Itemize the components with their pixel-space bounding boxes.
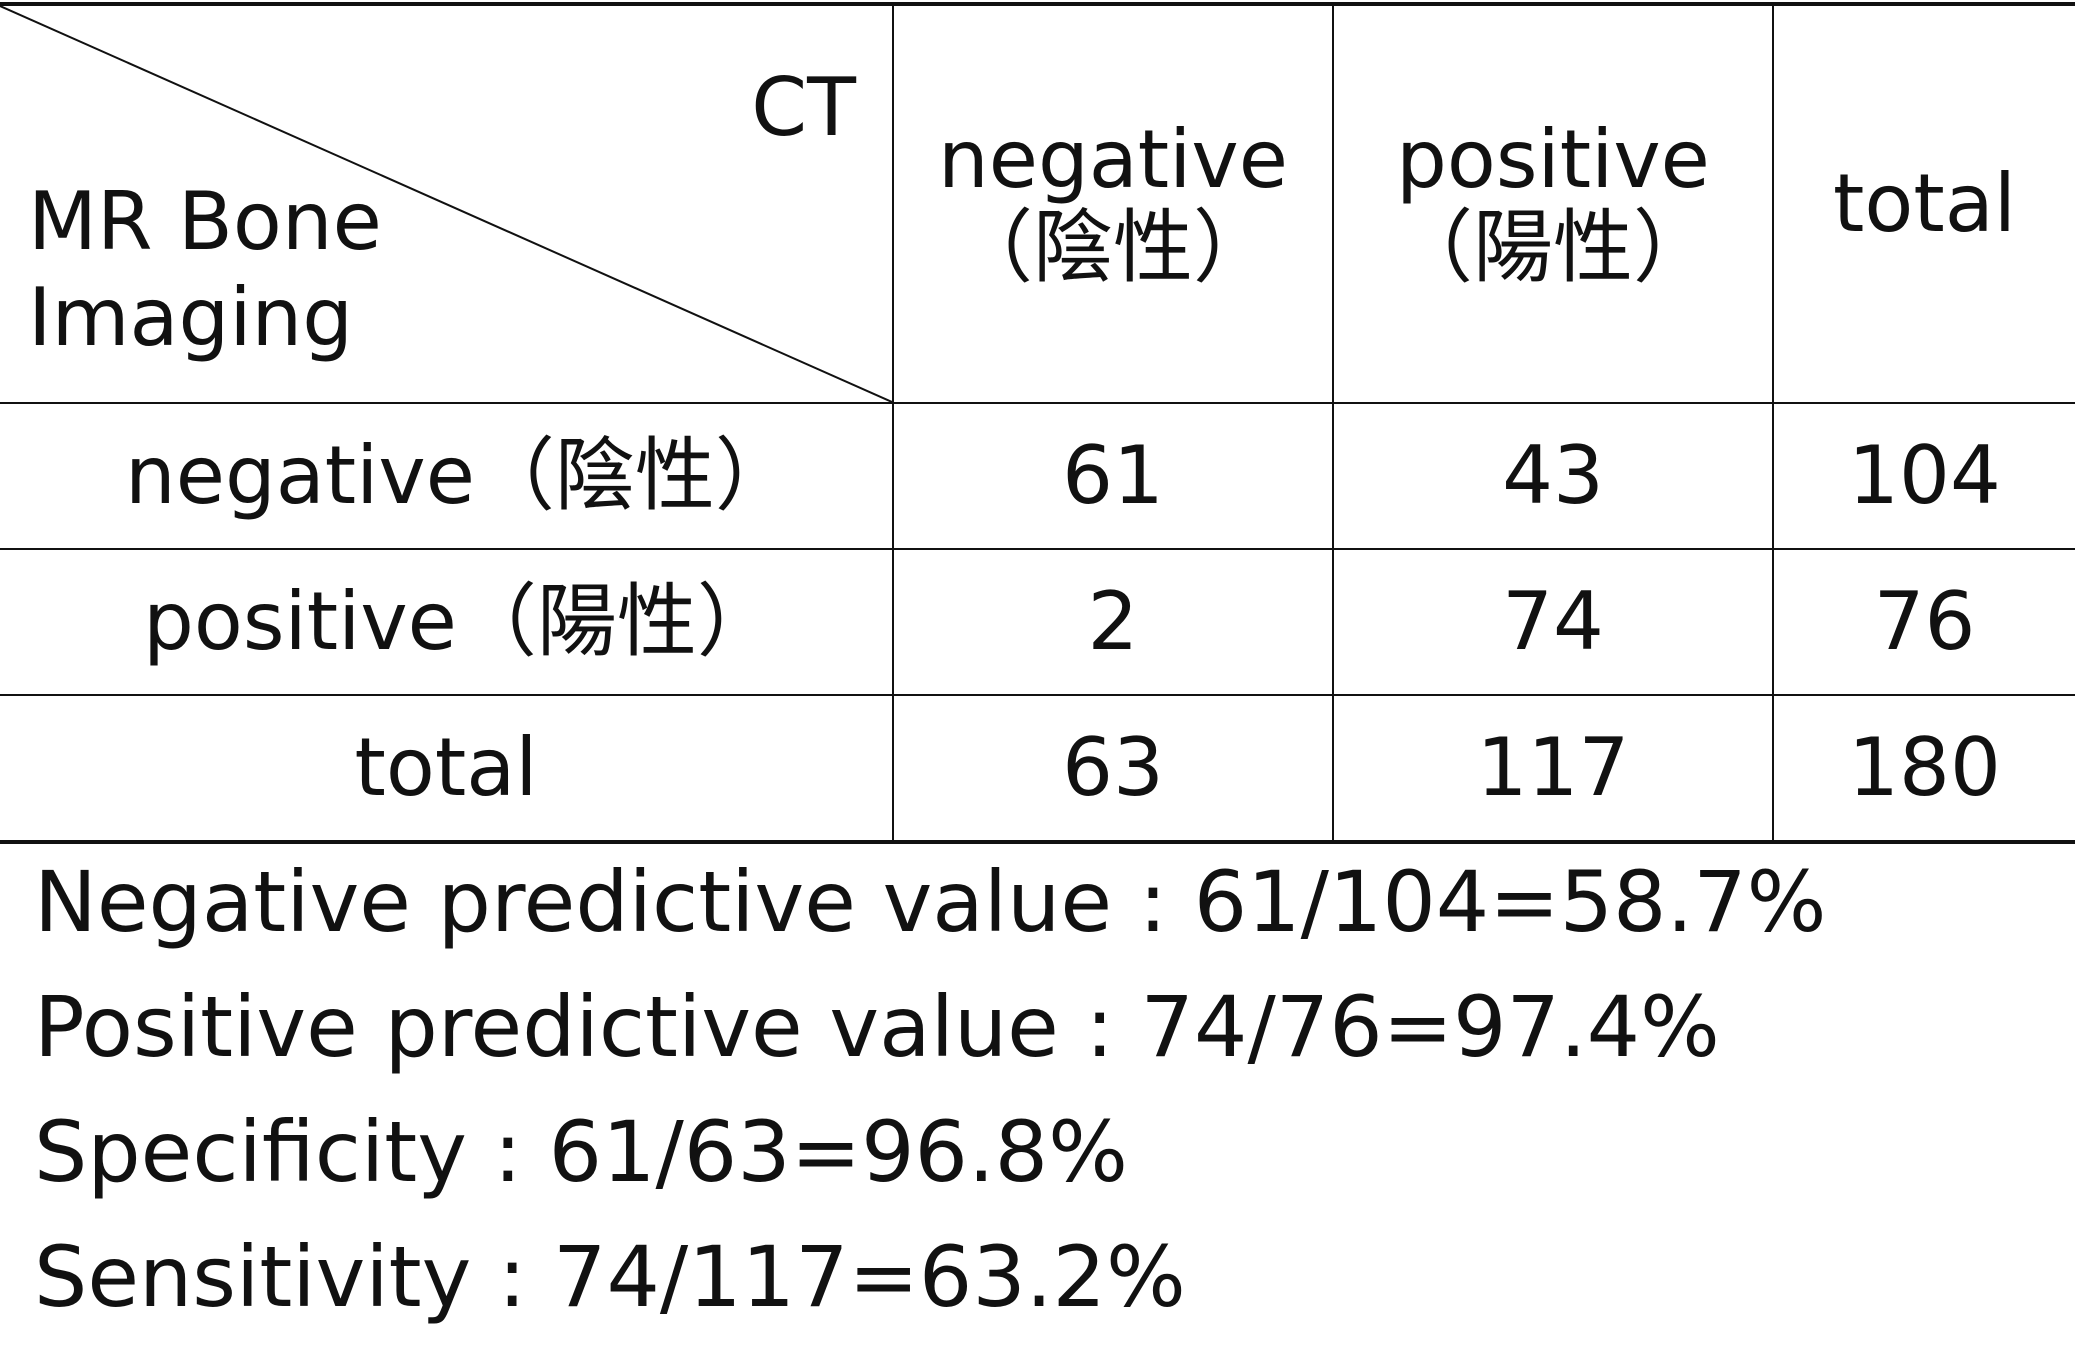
column-header-line2: （陰性） (953, 201, 1273, 294)
column-header-total: total (1772, 2, 2075, 404)
column-header-positive: positive （陽性） (1332, 2, 1774, 404)
table-cell: 61 (892, 402, 1334, 550)
table-cell: 2 (892, 548, 1334, 696)
corner-header-cell: CT MR Bone Imaging (0, 2, 894, 404)
positive-predictive-value: Positive predictive value : 74/76=97.4% (34, 978, 1720, 1076)
column-header-line1: positive (1396, 113, 1710, 206)
table-cell: 63 (892, 694, 1334, 844)
specificity: Specificity : 61/63=96.8% (34, 1103, 1128, 1201)
column-header-line2: （陽性） (1393, 201, 1713, 294)
column-header-line1: negative (938, 113, 1288, 206)
column-header-negative: negative （陰性） (892, 2, 1334, 404)
row-label: total (0, 694, 894, 844)
corner-row-header-line1: MR Bone (28, 175, 382, 268)
table-cell: 76 (1772, 548, 2075, 696)
corner-row-header-line2: Imaging (28, 271, 354, 364)
table-row: total 63 117 180 (0, 694, 2075, 844)
row-label: negative（陰性） (0, 402, 894, 550)
table-row: negative（陰性） 61 43 104 (0, 402, 2075, 550)
table-cell: 43 (1332, 402, 1774, 550)
row-label: positive（陽性） (0, 548, 894, 696)
metrics-list: Negative predictive value : 61/104=58.7%… (34, 860, 2034, 1360)
table-cell: 180 (1772, 694, 2075, 844)
table-cell: 117 (1332, 694, 1774, 844)
table-header-row: CT MR Bone Imaging negative （陰性） positiv… (0, 2, 2075, 404)
diagonal-divider (2, 8, 891, 401)
corner-row-header: MR Bone Imaging (28, 174, 448, 366)
corner-column-header: CT (751, 61, 856, 154)
column-header-line1: total (1833, 157, 2016, 250)
table-cell: 104 (1772, 402, 2075, 550)
contingency-table: CT MR Bone Imaging negative （陰性） positiv… (0, 2, 2075, 844)
negative-predictive-value: Negative predictive value : 61/104=58.7% (34, 853, 1827, 951)
table-row: positive（陽性） 2 74 76 (0, 548, 2075, 696)
table-cell: 74 (1332, 548, 1774, 696)
sensitivity: Sensitivity : 74/117=63.2% (34, 1228, 1186, 1326)
